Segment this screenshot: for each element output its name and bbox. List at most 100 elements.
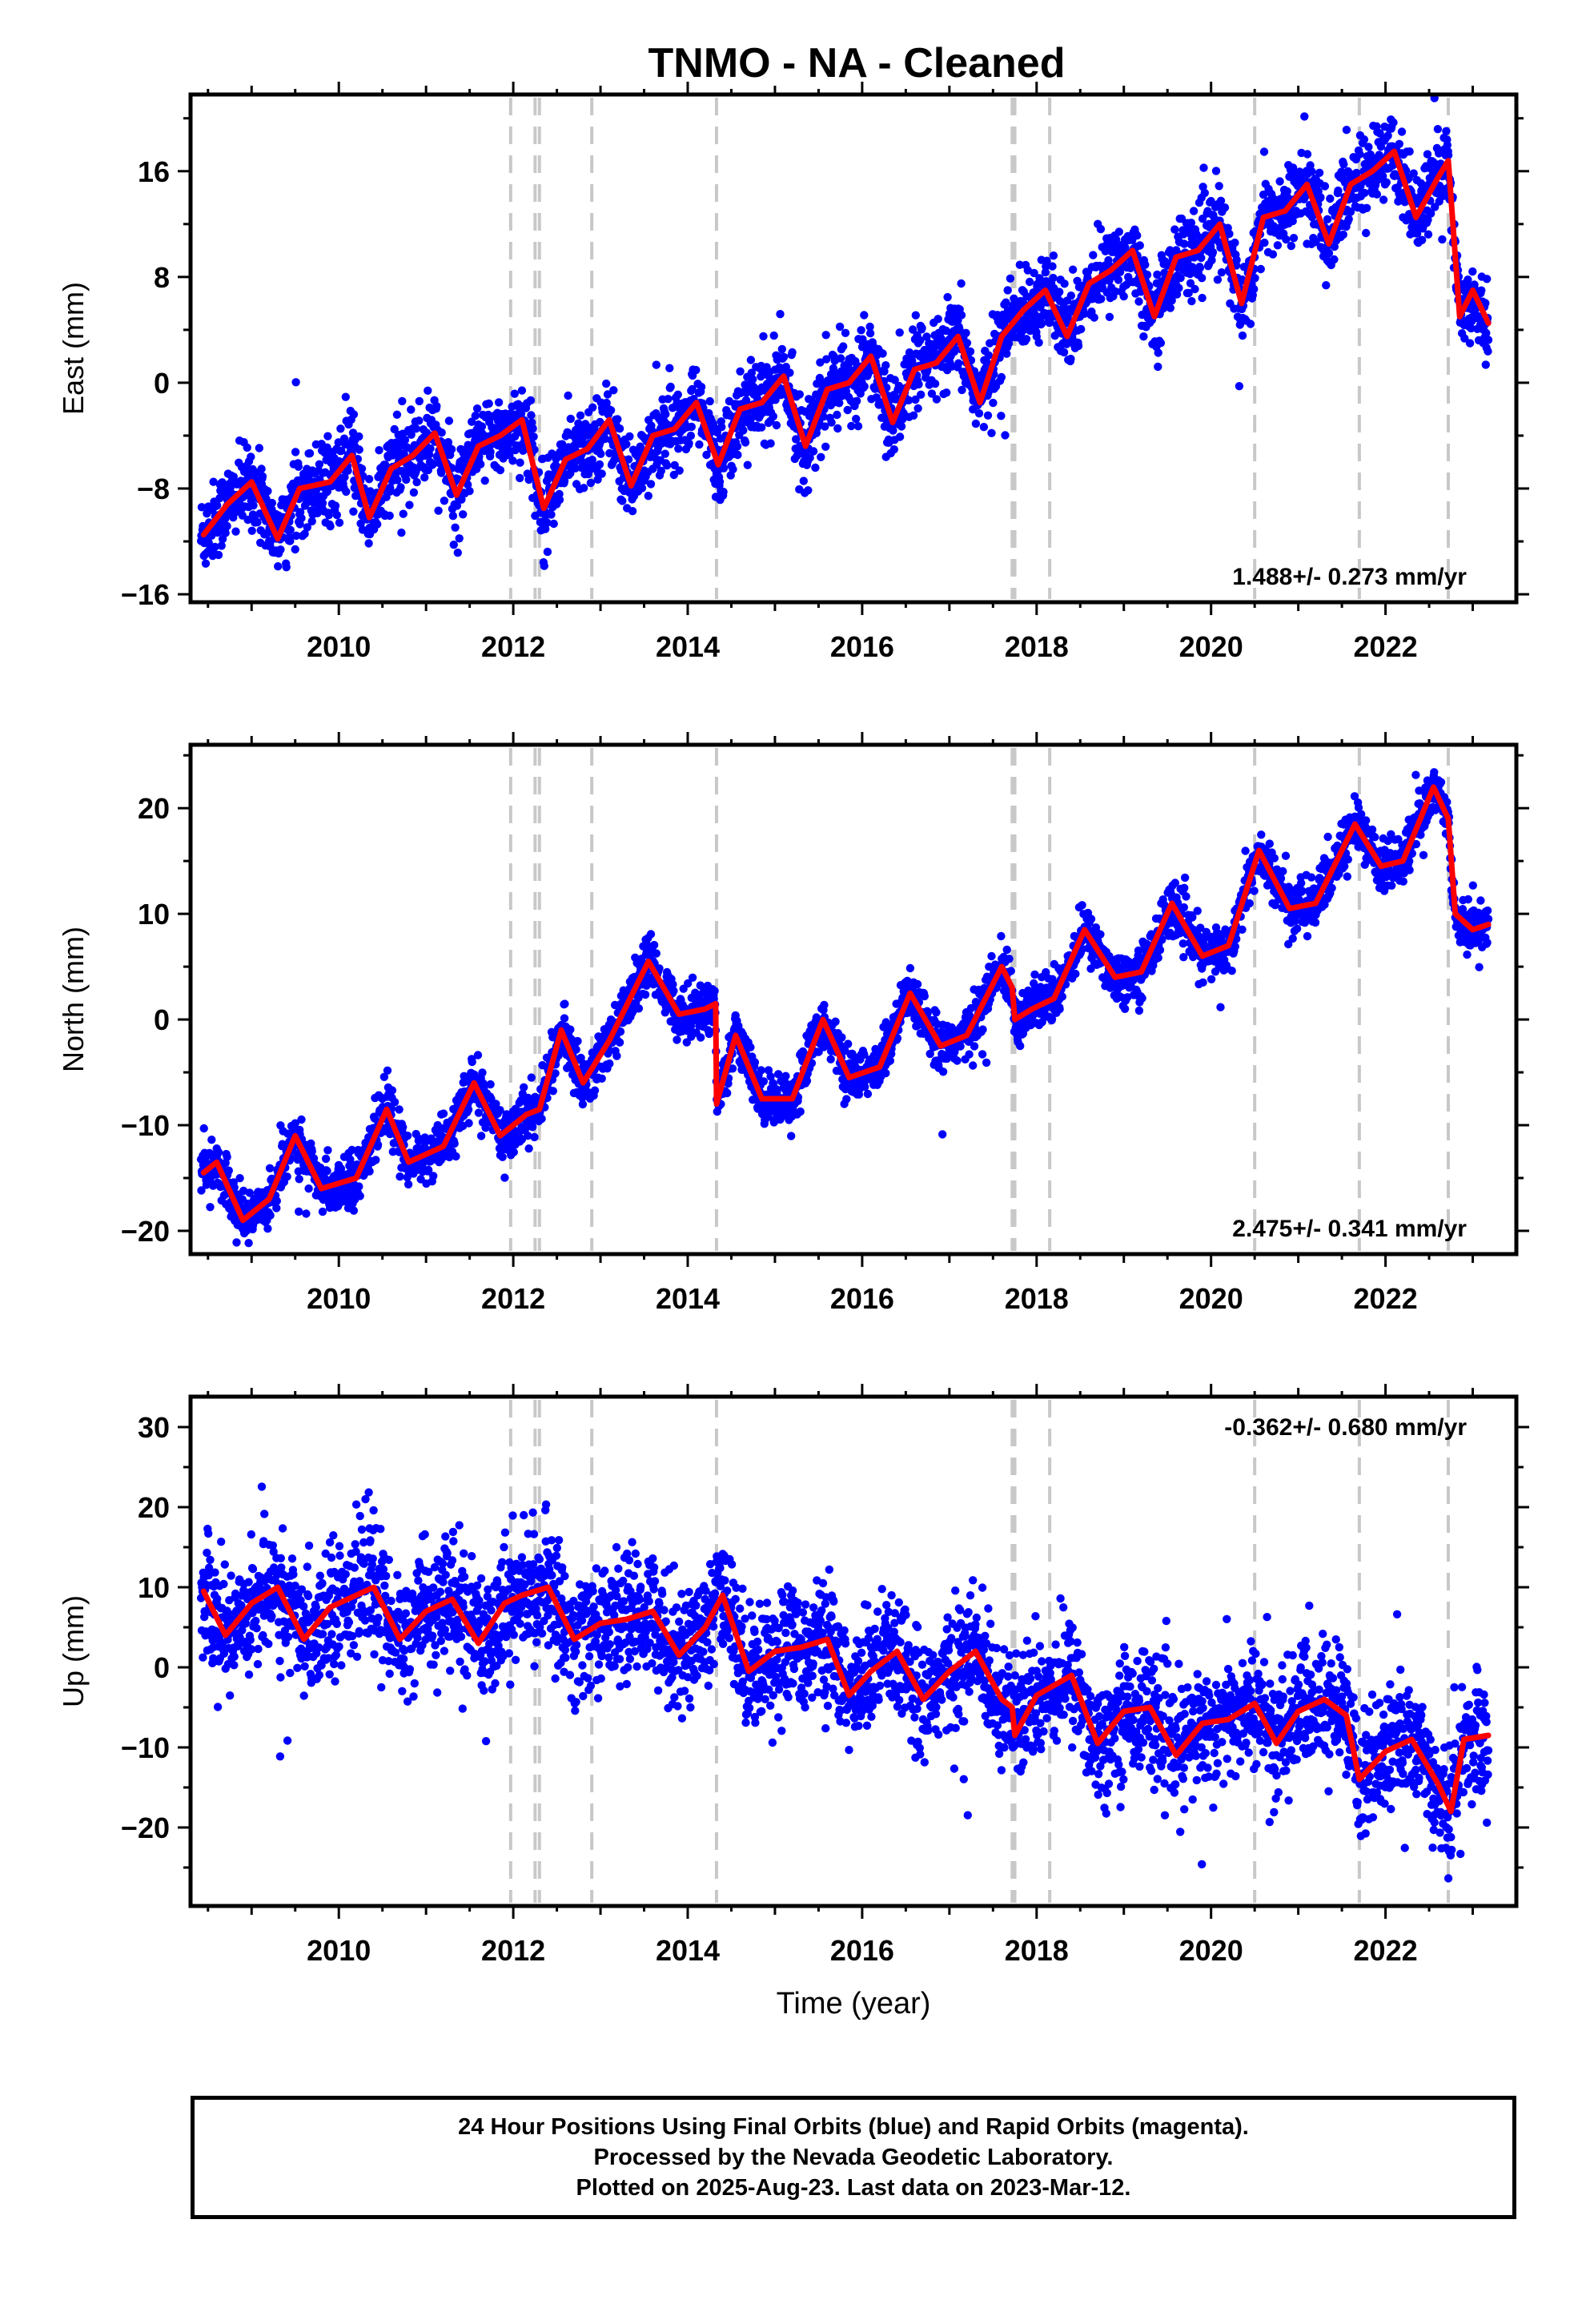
data-point <box>685 439 693 448</box>
data-point <box>843 405 852 415</box>
data-point <box>625 432 634 441</box>
data-point <box>286 525 295 534</box>
data-point <box>799 476 808 485</box>
data-point <box>719 488 728 497</box>
data-point <box>341 392 350 401</box>
data-point <box>257 464 266 473</box>
data-point <box>602 379 611 388</box>
data-point <box>1442 127 1451 135</box>
data-point <box>335 518 344 527</box>
data-point <box>1300 112 1309 121</box>
data-point <box>510 389 519 398</box>
data-point <box>717 423 726 432</box>
data-point <box>392 410 402 419</box>
data-point <box>588 403 597 412</box>
data-point <box>811 463 820 472</box>
data-point <box>1068 265 1078 274</box>
data-point <box>836 354 845 363</box>
data-point <box>943 292 952 302</box>
data-point <box>904 396 913 404</box>
data-point <box>1198 293 1207 303</box>
data-point <box>303 523 311 532</box>
data-point <box>833 410 841 420</box>
data-point <box>364 539 373 548</box>
data-point <box>1282 235 1291 244</box>
data-point <box>564 391 572 400</box>
data-point <box>342 487 351 497</box>
data-point <box>795 390 804 399</box>
data-point <box>889 445 899 454</box>
data-point <box>375 446 383 455</box>
data-point <box>294 462 303 471</box>
data-point <box>449 541 458 549</box>
data-point <box>1273 241 1283 250</box>
data-point <box>1135 241 1145 250</box>
data-point <box>432 401 441 411</box>
data-point <box>349 410 359 419</box>
data-point <box>1090 313 1098 322</box>
data-point <box>827 418 836 427</box>
data-point <box>526 396 536 405</box>
data-point <box>1191 284 1199 294</box>
data-point <box>1049 273 1058 283</box>
data-point <box>472 404 482 413</box>
data-point <box>1481 360 1491 369</box>
data-point <box>323 1146 332 1155</box>
data-point <box>295 1175 303 1184</box>
data-point <box>1003 286 1012 295</box>
data-point <box>496 465 505 475</box>
data-point <box>816 358 825 367</box>
data-point <box>355 1192 364 1200</box>
data-point <box>841 328 850 337</box>
data-point <box>686 431 696 440</box>
data-point <box>302 1209 311 1218</box>
data-point <box>390 1098 400 1107</box>
data-point <box>662 461 672 470</box>
data-point <box>736 367 745 376</box>
data-point <box>857 326 865 335</box>
data-point <box>407 405 416 414</box>
data-point <box>777 344 786 354</box>
data-point <box>402 475 411 485</box>
data-point <box>1355 150 1364 159</box>
data-point <box>1483 275 1492 283</box>
data-point <box>508 456 517 465</box>
data-point <box>393 476 402 485</box>
data-point <box>1359 135 1369 144</box>
data-point <box>464 1119 473 1128</box>
data-point <box>624 455 633 464</box>
data-point <box>500 1173 509 1182</box>
data-point <box>853 422 863 431</box>
data-point <box>640 990 650 999</box>
data-point <box>578 1100 588 1109</box>
data-point <box>397 529 406 537</box>
data-point <box>917 390 926 399</box>
data-point <box>942 388 951 397</box>
data-point <box>715 477 725 486</box>
data-point <box>217 541 226 550</box>
data-point <box>1326 194 1335 203</box>
data-point <box>889 426 897 435</box>
data-point <box>1195 263 1205 272</box>
data-point <box>324 511 333 520</box>
data-point <box>258 472 267 480</box>
data-point <box>1042 256 1051 265</box>
data-point <box>741 396 751 404</box>
data-point <box>1055 287 1064 296</box>
data-point <box>821 331 830 340</box>
data-point <box>548 1087 557 1096</box>
data-point <box>829 364 838 373</box>
y-tick-label: 8 <box>154 261 170 294</box>
data-point <box>396 1172 404 1181</box>
data-point <box>705 396 714 406</box>
data-point <box>272 1204 281 1212</box>
data-point <box>1323 215 1332 223</box>
data-point <box>267 498 276 508</box>
data-point <box>1259 147 1269 156</box>
data-point <box>1139 332 1148 341</box>
data-point <box>1006 274 1015 283</box>
data-point <box>516 458 524 467</box>
data-point <box>1133 231 1142 240</box>
data-point <box>646 930 656 939</box>
data-point <box>769 331 778 340</box>
